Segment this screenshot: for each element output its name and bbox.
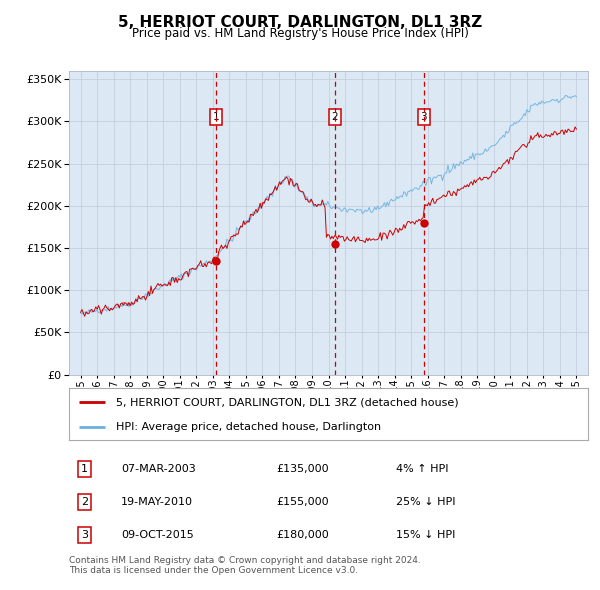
Text: 5, HERRIOT COURT, DARLINGTON, DL1 3RZ (detached house): 5, HERRIOT COURT, DARLINGTON, DL1 3RZ (d… xyxy=(116,397,458,407)
Text: 25% ↓ HPI: 25% ↓ HPI xyxy=(396,497,455,507)
Text: 1: 1 xyxy=(212,112,219,122)
Text: 15% ↓ HPI: 15% ↓ HPI xyxy=(396,530,455,540)
Text: £155,000: £155,000 xyxy=(277,497,329,507)
Text: 19-MAY-2010: 19-MAY-2010 xyxy=(121,497,193,507)
Text: 09-OCT-2015: 09-OCT-2015 xyxy=(121,530,194,540)
Text: 1: 1 xyxy=(81,464,88,474)
Text: 2: 2 xyxy=(331,112,338,122)
Text: £135,000: £135,000 xyxy=(277,464,329,474)
Text: 4% ↑ HPI: 4% ↑ HPI xyxy=(396,464,448,474)
Text: 5, HERRIOT COURT, DARLINGTON, DL1 3RZ: 5, HERRIOT COURT, DARLINGTON, DL1 3RZ xyxy=(118,15,482,30)
Text: HPI: Average price, detached house, Darlington: HPI: Average price, detached house, Darl… xyxy=(116,422,381,431)
Text: 3: 3 xyxy=(81,530,88,540)
Text: Contains HM Land Registry data © Crown copyright and database right 2024.
This d: Contains HM Land Registry data © Crown c… xyxy=(69,556,421,575)
Text: 07-MAR-2003: 07-MAR-2003 xyxy=(121,464,196,474)
Text: 3: 3 xyxy=(421,112,427,122)
Text: Price paid vs. HM Land Registry's House Price Index (HPI): Price paid vs. HM Land Registry's House … xyxy=(131,27,469,40)
Text: 2: 2 xyxy=(81,497,88,507)
Text: £180,000: £180,000 xyxy=(277,530,329,540)
